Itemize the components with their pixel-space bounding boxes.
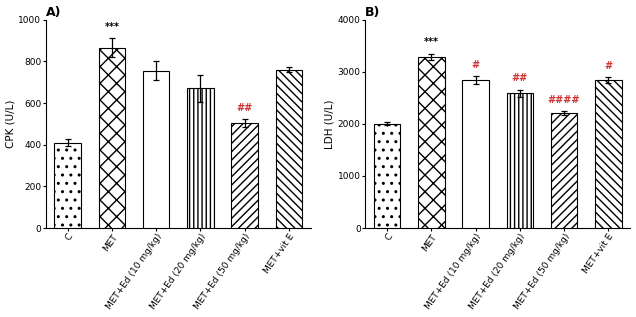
Bar bbox=[418, 57, 445, 228]
Text: #: # bbox=[471, 60, 480, 70]
Bar bbox=[143, 71, 169, 228]
Bar bbox=[551, 113, 577, 228]
Bar bbox=[462, 80, 489, 228]
Bar bbox=[275, 70, 302, 228]
Y-axis label: CPK (U/L): CPK (U/L) bbox=[6, 100, 15, 148]
Bar bbox=[506, 93, 533, 228]
Text: #: # bbox=[604, 61, 612, 71]
Bar bbox=[54, 143, 81, 228]
Text: B): B) bbox=[365, 6, 380, 19]
Bar bbox=[374, 124, 400, 228]
Text: ***: *** bbox=[424, 37, 439, 47]
Y-axis label: LDH (U/L): LDH (U/L) bbox=[325, 99, 335, 149]
Bar bbox=[595, 80, 621, 228]
Bar bbox=[99, 48, 125, 228]
Text: ##: ## bbox=[512, 73, 528, 83]
Text: A): A) bbox=[46, 6, 61, 19]
Text: ##: ## bbox=[237, 103, 252, 113]
Text: ####: #### bbox=[548, 95, 580, 105]
Bar bbox=[232, 123, 258, 228]
Bar bbox=[187, 88, 214, 228]
Text: ***: *** bbox=[104, 22, 120, 32]
